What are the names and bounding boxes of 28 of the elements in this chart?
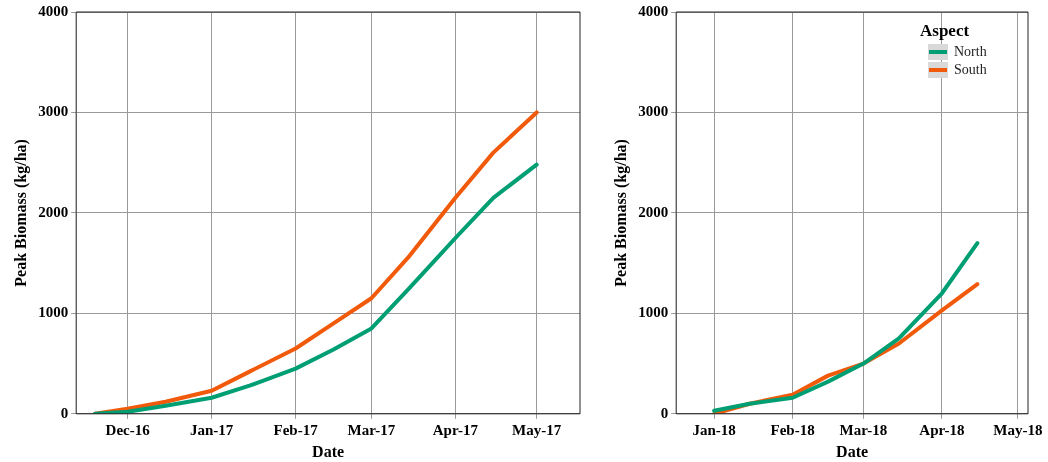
x-tick-label: Mar-17 xyxy=(347,421,396,438)
y-axis-title: Peak Biomass (kg/ha) xyxy=(11,139,30,287)
y-tick-label: 0 xyxy=(660,404,669,421)
y-tick-label: 3000 xyxy=(638,103,669,120)
x-tick-label: Jan-17 xyxy=(189,421,234,438)
x-tick-label: May-18 xyxy=(993,421,1043,438)
x-tick-label: Jan-18 xyxy=(692,421,736,438)
x-tick-label: Dec-16 xyxy=(105,421,151,438)
y-tick-label: 2000 xyxy=(638,203,669,220)
legend-label: North xyxy=(954,43,987,59)
y-tick-label: 0 xyxy=(60,404,69,421)
y-tick-label: 1000 xyxy=(638,304,669,321)
x-tick-label: Apr-18 xyxy=(919,421,965,438)
x-tick-label: May-17 xyxy=(512,421,562,438)
y-tick-label: 3000 xyxy=(38,103,69,120)
y-tick-label: 4000 xyxy=(638,2,669,19)
x-tick-label: Mar-18 xyxy=(839,421,888,438)
y-axis-title: Peak Biomass (kg/ha) xyxy=(611,139,630,287)
legend-label: South xyxy=(954,61,987,77)
x-tick-label: Apr-17 xyxy=(432,421,479,438)
x-axis-title: Date xyxy=(836,442,869,460)
y-tick-label: 4000 xyxy=(38,2,69,19)
y-tick-label: 1000 xyxy=(38,304,69,321)
x-tick-label: Feb-17 xyxy=(273,421,319,438)
y-tick-label: 2000 xyxy=(38,203,69,220)
x-tick-label: Feb-18 xyxy=(770,421,815,438)
legend-title: Aspect xyxy=(920,21,970,41)
x-axis-title: Date xyxy=(312,442,345,460)
